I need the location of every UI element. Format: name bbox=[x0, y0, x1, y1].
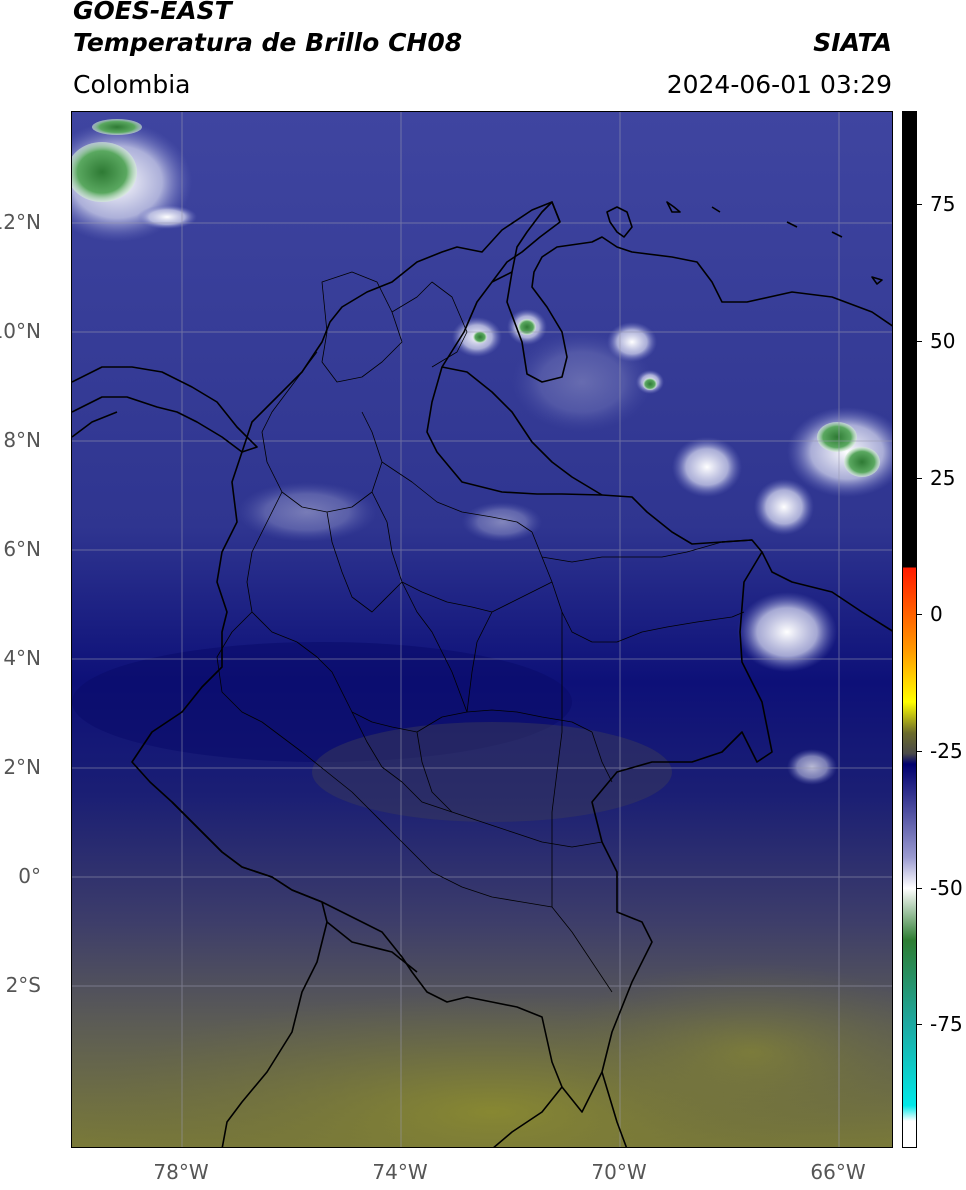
colorbar-tick bbox=[916, 751, 922, 752]
colorbar-tick bbox=[916, 478, 922, 479]
core-sierra-2 bbox=[473, 331, 487, 343]
datetime-label: 2024-06-01 03:29 bbox=[666, 70, 892, 99]
colorbar bbox=[902, 111, 917, 1148]
colorbar-label-75: 75 bbox=[930, 192, 956, 216]
core-east-2 bbox=[844, 447, 880, 477]
cloud-cluster-llanos-2 bbox=[754, 479, 814, 535]
colorbar-label-minus25: -25 bbox=[930, 739, 963, 763]
lat-label-10n: 10°N bbox=[0, 319, 41, 343]
lon-label-78w: 78°W bbox=[153, 1160, 209, 1184]
cloud-streak-nw bbox=[137, 205, 197, 229]
graticule bbox=[72, 112, 892, 1147]
department-borders bbox=[216, 271, 745, 993]
colorbar-label-50: 50 bbox=[930, 329, 956, 353]
cloud-cluster-llanos bbox=[672, 437, 742, 497]
colorbar-tick bbox=[916, 204, 922, 205]
satellite-title: GOES-EAST bbox=[73, 0, 232, 25]
lat-label-6n: 6°N bbox=[3, 537, 41, 561]
satellite-map[interactable] bbox=[71, 111, 893, 1148]
core-east-1 bbox=[817, 422, 857, 452]
lat-label-12n: 12°N bbox=[0, 210, 41, 234]
core-sierra bbox=[518, 319, 536, 335]
haze-central bbox=[462, 502, 542, 542]
lat-label-2s: 2°S bbox=[5, 973, 41, 997]
colorbar-label-25: 25 bbox=[930, 466, 956, 490]
lat-label-0: 0° bbox=[18, 864, 41, 888]
gray-patch-center bbox=[312, 722, 672, 822]
convective-core-nw2 bbox=[92, 119, 142, 135]
cloud-cluster-orinoco bbox=[737, 592, 837, 672]
lat-label-8n: 8°N bbox=[3, 428, 41, 452]
map-canvas bbox=[72, 112, 892, 1147]
colorbar-label-minus50: -50 bbox=[930, 876, 963, 900]
colorbar-tick bbox=[916, 614, 922, 615]
haze-west bbox=[237, 482, 377, 542]
lon-label-66w: 66°W bbox=[810, 1160, 866, 1184]
haze-northeast bbox=[512, 332, 652, 432]
lat-label-2n: 2°N bbox=[3, 755, 41, 779]
lat-label-4n: 4°N bbox=[3, 646, 41, 670]
cloud-cluster-se bbox=[787, 749, 837, 785]
dry-region-southeast bbox=[552, 962, 892, 1142]
country-borders bbox=[72, 201, 892, 1147]
org-label: SIATA bbox=[813, 28, 892, 57]
region-label: Colombia bbox=[73, 70, 191, 99]
colorbar-label-minus75: -75 bbox=[930, 1012, 963, 1036]
colorbar-tick bbox=[916, 1024, 922, 1025]
colorbar-tick bbox=[916, 341, 922, 342]
product-title: Temperatura de Brillo CH08 bbox=[73, 28, 463, 57]
colorbar-tick bbox=[916, 888, 922, 889]
lon-label-74w: 74°W bbox=[372, 1160, 428, 1184]
lon-label-70w: 70°W bbox=[591, 1160, 647, 1184]
convective-core-nw bbox=[72, 142, 137, 202]
colorbar-label-0: 0 bbox=[930, 602, 943, 626]
